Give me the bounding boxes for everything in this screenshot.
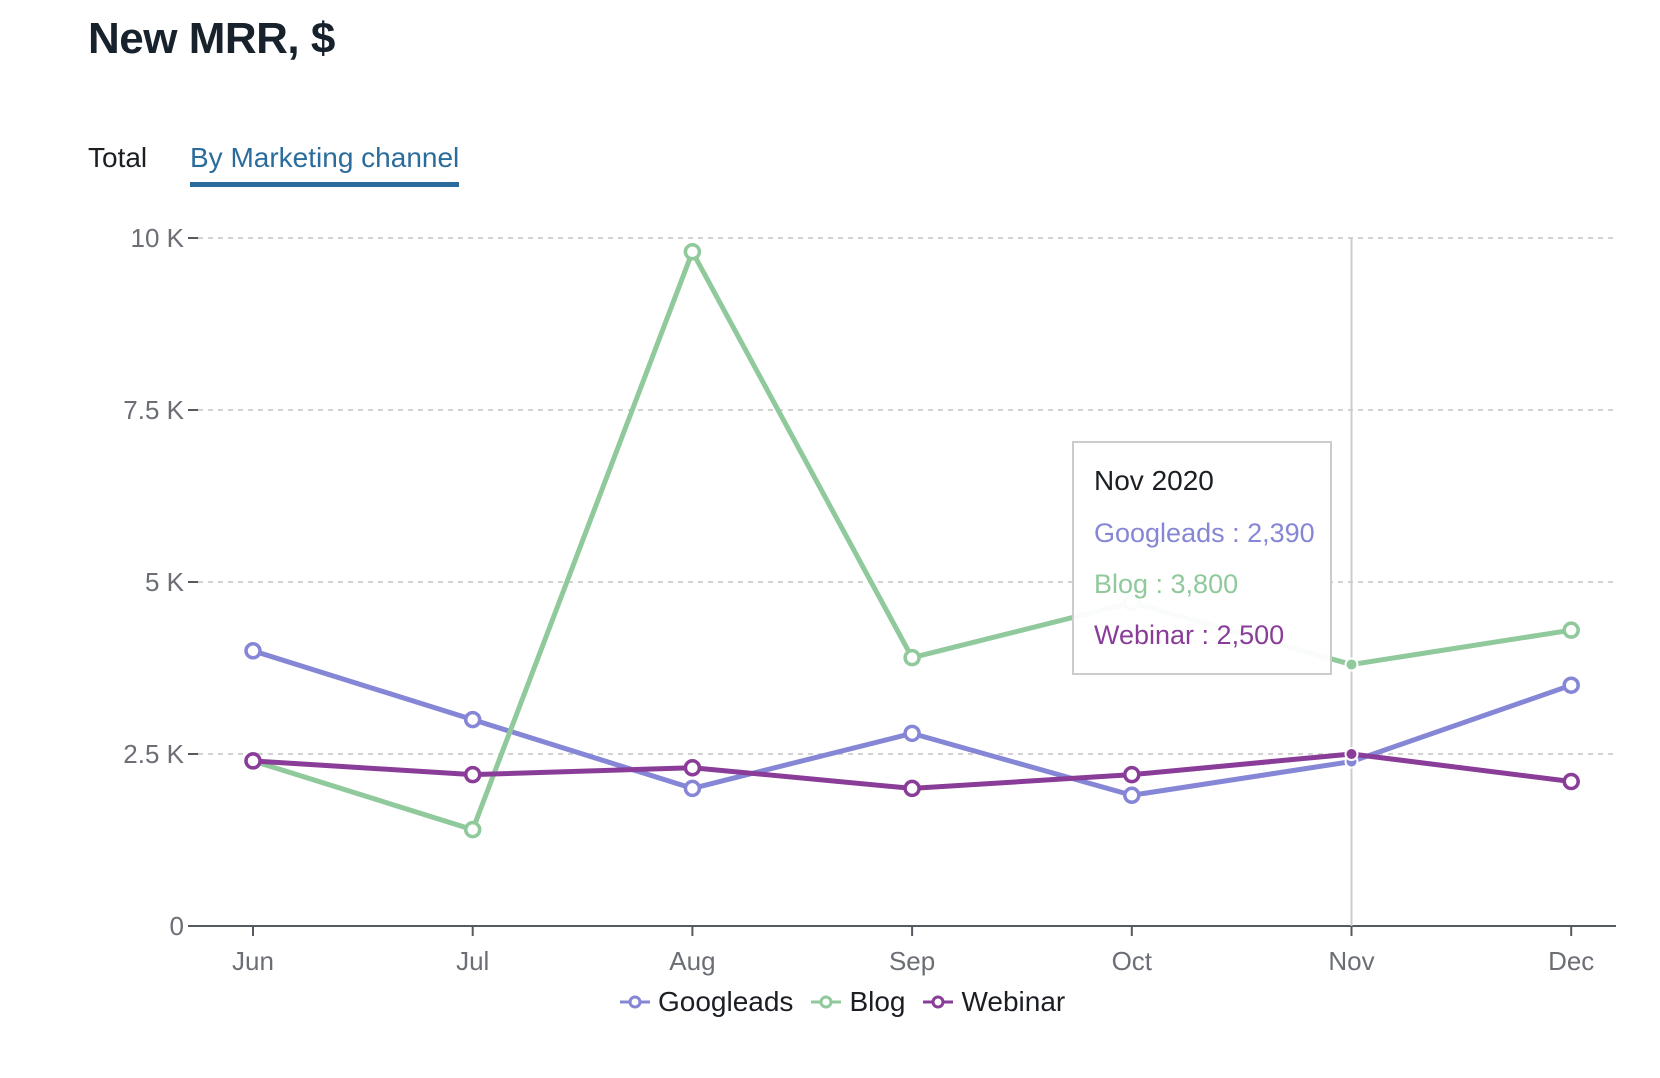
data-point-blog bbox=[1562, 621, 1580, 639]
legend-label-googleads: Googleads bbox=[658, 986, 794, 1017]
data-point-blog bbox=[683, 243, 702, 261]
tab-total[interactable]: Total bbox=[88, 142, 148, 173]
page-title: New MRR, $ bbox=[88, 14, 335, 63]
data-point-blog bbox=[1344, 657, 1359, 672]
legend-item-googleads[interactable]: Googleads bbox=[620, 986, 793, 1018]
data-point-webinar bbox=[903, 779, 921, 798]
data-point-webinar bbox=[463, 765, 482, 784]
legend-label-blog: Blog bbox=[849, 986, 906, 1017]
data-point-googleads bbox=[1123, 786, 1141, 805]
chart-tooltip: Nov 2020 Googleads : 2,390 Blog : 3,800 … bbox=[1072, 441, 1332, 675]
tooltip-row-blog: Blog : 3,800 bbox=[1094, 569, 1239, 599]
y-tick-label: 7.5 K bbox=[123, 395, 184, 425]
x-tick-label: Nov bbox=[1328, 946, 1374, 976]
data-point-blog bbox=[463, 820, 482, 839]
legend-dot bbox=[628, 995, 642, 1009]
legend-marker-googleads-icon bbox=[620, 995, 650, 1009]
y-tick-label: 0 bbox=[170, 911, 184, 941]
legend-item-blog[interactable]: Blog bbox=[811, 986, 905, 1018]
data-point-googleads bbox=[463, 710, 482, 729]
legend-label-webinar: Webinar bbox=[961, 986, 1066, 1017]
legend-marker-webinar-icon bbox=[923, 995, 954, 1009]
data-point-webinar bbox=[683, 759, 702, 777]
x-tick-label: Aug bbox=[669, 946, 715, 976]
data-point-googleads bbox=[683, 779, 702, 798]
legend-marker-blog-icon bbox=[811, 995, 842, 1009]
data-point-webinar bbox=[1123, 765, 1141, 784]
legend-dot bbox=[819, 995, 833, 1009]
tooltip-row-googleads: Googleads : 2,390 bbox=[1094, 518, 1315, 548]
x-tick-label: Jun bbox=[232, 946, 274, 976]
data-point-webinar bbox=[244, 752, 262, 770]
data-point-googleads bbox=[1562, 676, 1580, 694]
data-point-webinar bbox=[1344, 747, 1359, 761]
data-point-googleads bbox=[244, 642, 262, 660]
y-tick-label: 5 K bbox=[145, 567, 185, 597]
x-tick-label: Jul bbox=[456, 946, 489, 976]
x-tick-label: Sep bbox=[889, 946, 935, 976]
tooltip-title: Nov 2020 bbox=[1094, 465, 1214, 496]
legend-dot bbox=[931, 995, 945, 1009]
series-line-blog bbox=[250, 249, 1574, 833]
y-tick-label: 2.5 K bbox=[123, 739, 184, 769]
tooltip-row-webinar: Webinar : 2,500 bbox=[1094, 620, 1285, 650]
x-tick-label: Oct bbox=[1112, 946, 1153, 976]
data-point-webinar bbox=[1562, 772, 1580, 791]
data-point-blog bbox=[903, 648, 921, 667]
y-tick-label: 10 K bbox=[131, 223, 185, 253]
legend-item-webinar[interactable]: Webinar bbox=[923, 986, 1065, 1018]
chart-legend: Googleads Blog Webinar bbox=[620, 986, 1083, 1018]
data-point-googleads bbox=[903, 724, 921, 743]
tab-by-marketing-channel[interactable]: By Marketing channel bbox=[190, 140, 460, 187]
x-tick-label: Dec bbox=[1548, 946, 1594, 976]
